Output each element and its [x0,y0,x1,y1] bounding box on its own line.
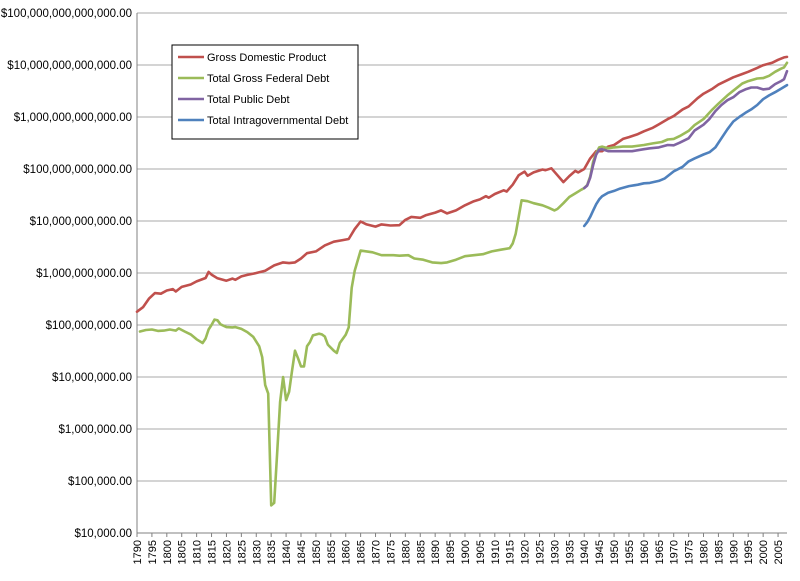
y-tick-label: $1,000,000,000,000.00 [14,112,132,124]
x-tick-label: 1845 [296,540,308,564]
x-tick-label: 1825 [236,540,248,564]
x-tick-label: 1925 [535,540,547,564]
series-line-gross-domestic-product [135,55,789,313]
x-tick-label: 1895 [445,540,457,564]
axes [136,13,787,537]
x-tick-label: 1940 [579,540,591,564]
x-tick-label: 1795 [147,540,159,564]
y-tick-label: $10,000,000,000,000.00 [7,60,132,72]
x-tick-label: 1910 [490,540,502,564]
x-tick-label: 1860 [341,540,353,564]
legend-entry: Gross Domestic Product [207,52,326,64]
y-tick-label: $10,000,000,000.00 [30,216,132,228]
x-tick-label: 1960 [639,540,651,564]
legend: Gross Domestic Product Total Gross Federa… [171,44,359,140]
x-tick-label: 1970 [669,540,681,564]
x-tick-label: 1800 [162,540,174,564]
x-tick-label: 1865 [356,540,368,564]
x-tick-label: 1935 [564,540,576,564]
x-tick-label: 1835 [266,540,278,564]
y-tick-label: $10,000.00 [74,528,132,540]
x-tick-label: 1875 [385,540,397,564]
x-tick-label: 1955 [624,540,636,564]
y-tick-label: $100,000,000,000.00 [23,164,132,176]
legend-entry: Total Gross Federal Debt [207,73,329,85]
x-tick-label: 1810 [192,540,204,564]
x-tick-label: 2005 [773,540,785,564]
y-axis-tick-labels: $100,000,000,000,000.00 $10,000,000,000,0… [1,8,132,540]
x-tick-label: 1980 [699,540,711,564]
x-tick-label: 1965 [654,540,666,564]
x-tick-label: 1820 [221,540,233,564]
x-tick-label: 1855 [326,540,338,564]
x-tick-label: 1990 [728,540,740,564]
x-tick-label: 1870 [371,540,383,564]
x-tick-label: 1975 [684,540,696,564]
y-tick-label: $1,000,000.00 [58,424,132,436]
x-tick-label: 1945 [594,540,606,564]
legend-box [171,44,359,140]
x-tick-label: 2000 [758,540,770,564]
x-tick-label: 1950 [609,540,621,564]
series-line-total-intragovernmental-debt [582,83,789,228]
x-tick-label: 1930 [549,540,561,564]
x-tick-label: 1885 [415,540,427,564]
x-tick-label: 1995 [743,540,755,564]
y-tick-label: $100,000,000,000,000.00 [1,8,132,20]
legend-entry: Total Intragovernmental Debt [207,115,348,127]
x-tick-label: 1830 [251,540,263,564]
y-tick-label: $100,000,000.00 [46,320,132,332]
x-tick-label: 1900 [460,540,472,564]
y-tick-label: $100,000.00 [68,476,132,488]
x-tick-label: 1985 [713,540,725,564]
x-tick-label: 1805 [177,540,189,564]
series-line-total-public-debt [582,69,789,190]
y-tick-label: $10,000,000.00 [52,372,132,384]
x-tick-label: 1815 [207,540,219,564]
series-lines [135,55,789,507]
x-tick-label: 1840 [281,540,293,564]
y-tick-label: $1,000,000,000.00 [36,268,132,280]
x-tick-label: 1905 [475,540,487,564]
series-line-total-gross-federal-debt [138,61,789,507]
x-tick-label: 1880 [400,540,412,564]
x-tick-label: 1890 [430,540,442,564]
x-tick-label: 1915 [505,540,517,564]
legend-entry: Total Public Debt [207,94,290,106]
x-tick-label: 1920 [520,540,532,564]
x-tick-label: 1790 [132,540,144,564]
x-axis-tick-labels: 1790 1795 1800 1805 1810 1815 1820 1825 1830 1835… [132,540,785,564]
x-tick-label: 1850 [311,540,323,564]
